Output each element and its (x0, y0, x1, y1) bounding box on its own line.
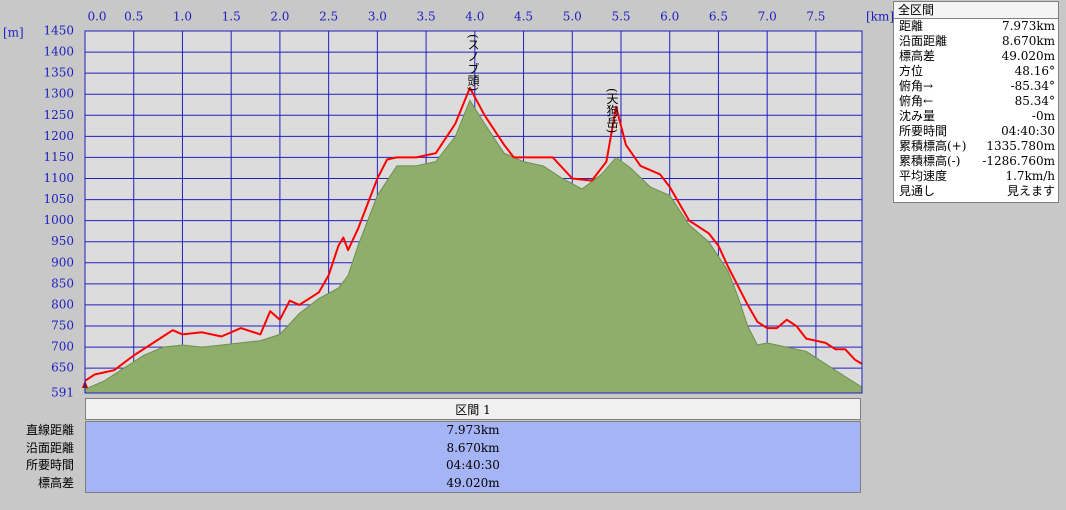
side-label: 見通し (899, 184, 936, 198)
side-value: 04:40:30 (1001, 124, 1055, 138)
side-value: 8.670km (1001, 34, 1055, 48)
y-tick-label: 700 (51, 340, 74, 354)
side-value: 48.16° (1014, 64, 1055, 78)
side-row: 俯角← 85.34° (894, 94, 1058, 109)
peak-annotation: (天狗岳) (605, 88, 619, 133)
side-label: 方位 (899, 64, 924, 78)
side-row: 俯角→ -85.34° (894, 79, 1058, 94)
side-label: 俯角→ (899, 79, 934, 93)
x-tick-label: 3.0 (368, 10, 387, 24)
y-tick-label: 1050 (43, 192, 74, 206)
side-row: 方位 48.16° (894, 64, 1058, 79)
side-value: -85.34° (1010, 79, 1055, 93)
y-tick-label: 650 (51, 361, 74, 375)
peak-annotation: (スノブ頭) (466, 34, 480, 91)
side-title: 全区間 (894, 2, 1058, 19)
x-tick-label: 1.5 (222, 10, 241, 24)
y-tick-label: 1100 (43, 171, 74, 185)
side-row: 標高差 49.020m (894, 49, 1058, 64)
section-value: 04:40:30 (446, 458, 500, 472)
side-value: 49.020m (1001, 49, 1055, 63)
x-tick-label: 0.5 (124, 10, 143, 24)
side-value: 7.973km (1001, 19, 1055, 33)
x-tick-label: 6.5 (709, 10, 728, 24)
side-label: 俯角← (899, 94, 934, 108)
section-label: 所要時間 (25, 458, 74, 472)
section-value: 49.020m (446, 475, 500, 490)
y-tick-label: 1000 (43, 213, 74, 227)
side-value: 85.34° (1014, 94, 1055, 108)
side-row: 所要時間 04:40:30 (894, 124, 1058, 139)
side-row: 見通し 見えます (894, 184, 1058, 199)
y-tick-label: 1150 (43, 150, 74, 164)
side-label: 累積標高(-) (899, 154, 961, 168)
x-tick-label: 3.5 (417, 10, 436, 24)
x-tick-label: 2.5 (319, 10, 338, 24)
side-row: 沈み量 -0m (894, 109, 1058, 124)
y-tick-label: 850 (51, 276, 74, 290)
side-label: 標高差 (899, 49, 936, 63)
side-value: 1.7km/h (1005, 169, 1055, 183)
x-axis-label: [km] (866, 10, 894, 24)
y-tick-label: 1400 (43, 45, 74, 59)
side-label: 距離 (899, 19, 924, 33)
section-header: 区間 1 (85, 398, 861, 420)
y-tick-label: 1300 (43, 87, 74, 101)
x-tick-label: 2.0 (270, 10, 289, 24)
side-value: -1286.760m (982, 154, 1055, 168)
y-tick-label: 591 (51, 386, 74, 400)
side-row: 沿面距離 8.670km (894, 34, 1058, 49)
x-tick-label: 5.0 (563, 10, 582, 24)
side-row: 距離 7.973km (894, 19, 1058, 34)
side-row: 平均速度 1.7km/h (894, 169, 1058, 184)
y-tick-label: 950 (51, 234, 74, 248)
y-tick-label: 900 (51, 255, 74, 269)
section-value: 7.973km (446, 423, 500, 437)
x-tick-label: 4.5 (514, 10, 533, 24)
x-tick-label: 7.0 (758, 10, 777, 24)
x-tick-label: 0.0 (87, 10, 106, 24)
y-tick-label: 1250 (43, 108, 74, 122)
y-tick-label: 1450 (43, 24, 74, 38)
y-tick-label: 1350 (43, 66, 74, 80)
section-label: 標高差 (37, 475, 74, 490)
section-label: 沿面距離 (25, 440, 74, 455)
side-row: 累積標高(-) -1286.760m (894, 154, 1058, 169)
y-tick-label: 1200 (43, 129, 74, 143)
side-label: 沈み量 (899, 109, 936, 123)
y-tick-label: 800 (51, 297, 74, 311)
section-body: 7.973km 8.670km 04:40:30 49.020m (85, 421, 861, 493)
side-value: 1335.780m (986, 139, 1055, 153)
plot-border (84, 30, 863, 394)
x-tick-label: 5.5 (611, 10, 630, 24)
side-value: -0m (1031, 109, 1055, 123)
section-label: 直線距離 (25, 423, 74, 437)
side-row: 累積標高(+) 1335.780m (894, 139, 1058, 154)
side-label: 累積標高(+) (899, 139, 967, 153)
side-panel: 全区間 距離 7.973km 沿面距離 8.670km 標高差 49.020m 方位 48.1… (893, 1, 1059, 203)
side-label: 平均速度 (899, 169, 948, 183)
x-tick-label: 1.0 (173, 10, 192, 24)
section-value: 8.670km (446, 440, 500, 455)
route-line (84, 86, 863, 382)
x-tick-label: 7.5 (806, 10, 825, 24)
x-tick-label: 4.0 (465, 10, 484, 24)
y-tick-label: 750 (51, 318, 74, 332)
side-value: 見えます (1006, 184, 1055, 198)
side-label: 所要時間 (899, 124, 948, 138)
y-axis-label: [m] (3, 26, 24, 40)
x-tick-label: 6.0 (660, 10, 679, 24)
side-label: 沿面距離 (899, 34, 948, 48)
